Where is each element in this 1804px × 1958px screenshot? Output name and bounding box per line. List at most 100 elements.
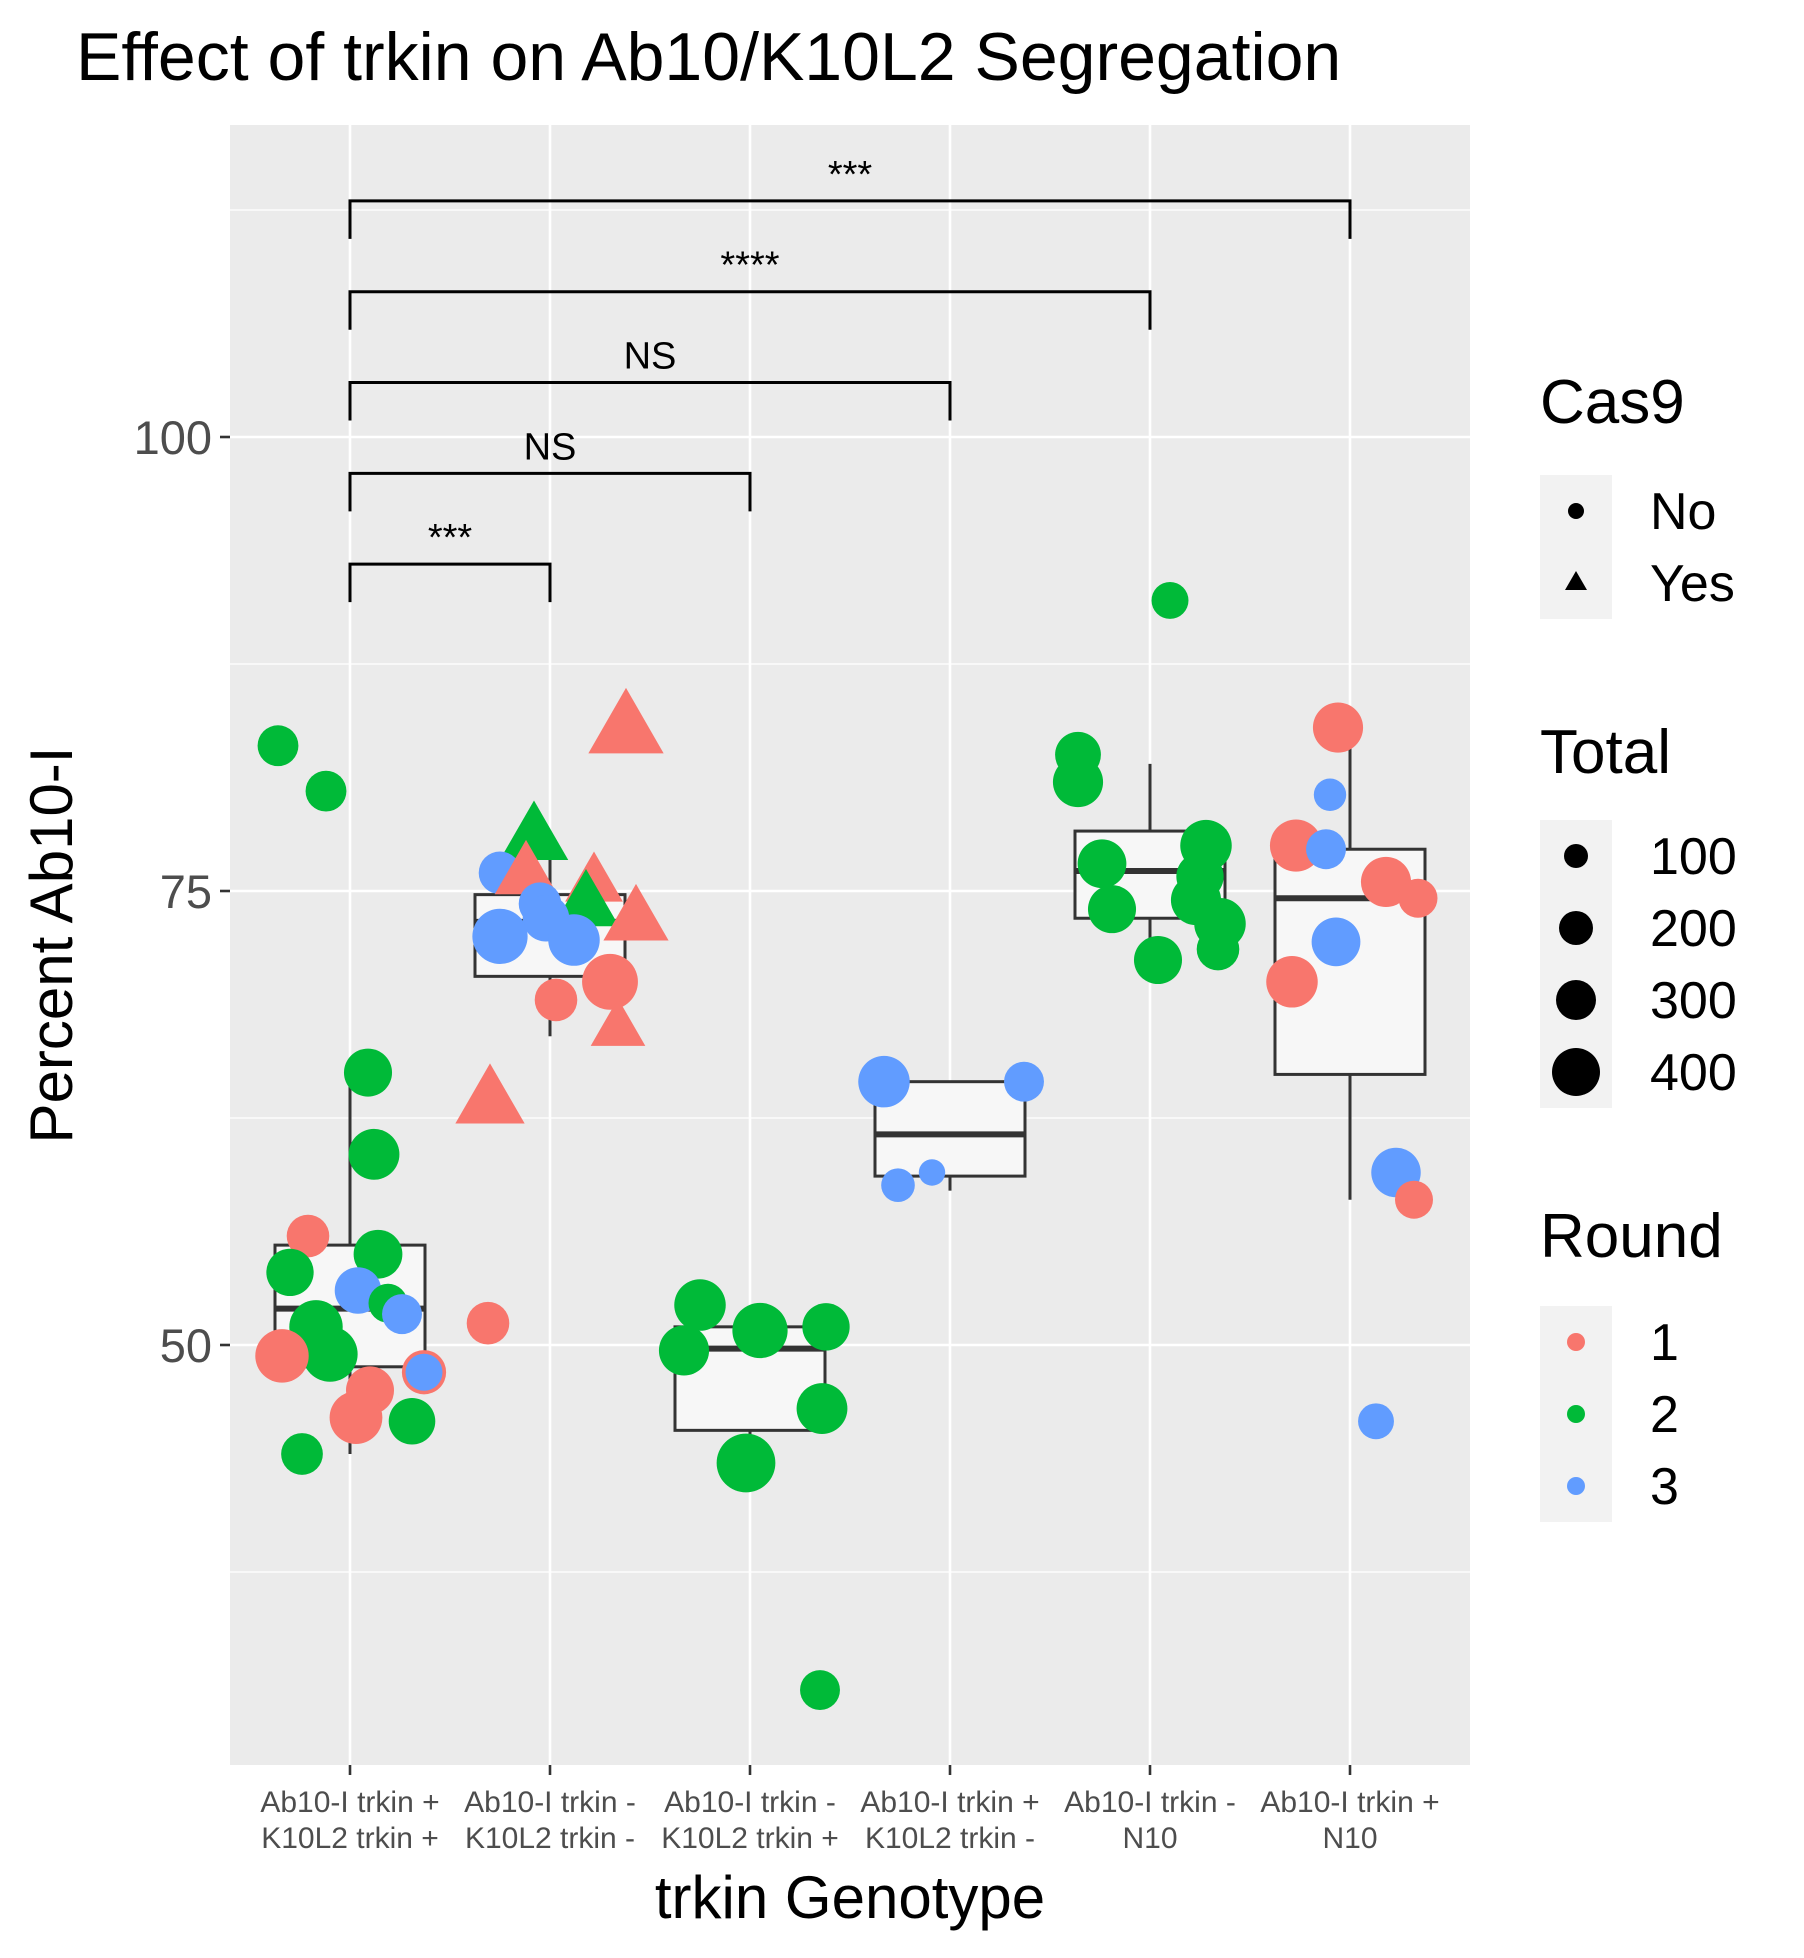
- data-point-triangle: [455, 1063, 525, 1124]
- x-tick-label: K10L2 trkin +: [661, 1822, 839, 1855]
- data-point: [1360, 856, 1412, 907]
- data-point: [343, 1048, 393, 1097]
- chart-title: Effect of trkin on Ab10/K10L2 Segregatio…: [76, 19, 1341, 95]
- data-point: [1395, 1180, 1433, 1219]
- legend-title: Round: [1540, 1202, 1723, 1271]
- x-tick-label: Ab10-I trkin -: [664, 1786, 836, 1819]
- data-point: [255, 1329, 309, 1383]
- legend-key-triangle: [1565, 571, 1587, 590]
- legend-key-size: [1564, 844, 1588, 868]
- data-point: [1052, 756, 1104, 808]
- legend-title: Cas9: [1540, 368, 1685, 437]
- significance-label: ****: [720, 245, 779, 287]
- significance-label: NS: [524, 426, 577, 468]
- data-point-triangle: [590, 998, 646, 1046]
- data-point: [548, 914, 600, 966]
- data-point: [348, 1128, 400, 1180]
- legend-label: 100: [1650, 828, 1737, 886]
- legend-key-bg: [1540, 475, 1612, 619]
- data-point: [858, 1055, 910, 1108]
- data-point-triangle: [588, 687, 664, 754]
- x-tick-label: Ab10-I trkin -: [1064, 1786, 1236, 1819]
- legend-key-size: [1559, 911, 1593, 945]
- y-tick-label: 100: [134, 411, 212, 464]
- legend-key-color: [1567, 1477, 1585, 1495]
- bracket-line: [348, 562, 552, 603]
- data-point: [1312, 702, 1364, 753]
- significance-bracket: ***: [348, 517, 552, 603]
- x-tick-label: K10L2 trkin +: [261, 1822, 439, 1855]
- bracket-line: [348, 290, 1152, 330]
- data-point: [257, 725, 299, 767]
- data-point: [796, 1383, 848, 1434]
- data-point: [732, 1302, 788, 1359]
- x-tick-label: K10L2 trkin -: [465, 1822, 635, 1855]
- data-point: [281, 1433, 323, 1475]
- data-points: [255, 581, 1438, 1711]
- data-point: [1398, 878, 1438, 918]
- significance-label: ***: [828, 154, 873, 196]
- legend-label: 200: [1650, 900, 1737, 958]
- data-point: [329, 1391, 383, 1445]
- data-point: [405, 1353, 443, 1391]
- data-point: [1306, 829, 1346, 870]
- legend-label: 400: [1650, 1044, 1737, 1102]
- data-point-triangle: [603, 883, 669, 941]
- legend-title: Total: [1540, 718, 1671, 787]
- legend-key-size: [1556, 980, 1596, 1020]
- significance-label: NS: [624, 336, 677, 378]
- data-point: [1196, 927, 1240, 971]
- y-axis: 50 75 100: [134, 411, 230, 1372]
- data-point: [305, 770, 347, 812]
- legend-label: 3: [1650, 1458, 1679, 1516]
- data-point: [582, 953, 638, 1010]
- legend-key-circle: [1568, 503, 1584, 519]
- data-point: [302, 1326, 358, 1382]
- legend: Cas9 No Yes Total 100 200 300 400 Round 1 2 3: [1540, 368, 1737, 1522]
- x-tick-label: Ab10-I trkin -: [464, 1786, 636, 1819]
- data-point: [1358, 1403, 1394, 1440]
- bracket-line: [348, 381, 952, 421]
- legend-label: 2: [1650, 1386, 1679, 1444]
- x-axis-title: trkin Genotype: [655, 1864, 1045, 1931]
- significance-bracket: ****: [348, 245, 1152, 330]
- data-point: [353, 1229, 403, 1279]
- data-point: [1004, 1061, 1044, 1102]
- bracket-line: [348, 471, 752, 512]
- x-tick-label: Ab10-I trkin +: [260, 1786, 439, 1819]
- y-axis-title: Percent Ab10-I: [18, 747, 85, 1144]
- y-tick-label: 50: [160, 1319, 212, 1372]
- data-point: [881, 1168, 915, 1203]
- data-point: [802, 1303, 850, 1351]
- x-axis: Ab10-I trkin +K10L2 trkin +Ab10-I trkin …: [260, 1765, 1440, 1855]
- data-point: [1266, 956, 1318, 1008]
- data-point: [918, 1159, 946, 1186]
- data-point: [1151, 581, 1189, 619]
- grid-minor: [230, 209, 1470, 1573]
- legend-key-color: [1567, 1405, 1585, 1423]
- legend-label: 300: [1650, 972, 1737, 1030]
- significance-bracket: NS: [348, 426, 752, 512]
- significance-label: ***: [428, 517, 473, 559]
- x-tick-label: N10: [1122, 1822, 1177, 1855]
- data-point: [1311, 917, 1361, 967]
- legend-label: 1: [1650, 1314, 1679, 1372]
- data-point: [1133, 935, 1183, 985]
- legend-key-size: [1552, 1048, 1600, 1096]
- legend-label: Yes: [1650, 555, 1735, 613]
- significance-bracket: ***: [348, 154, 1352, 239]
- x-tick-label: Ab10-I trkin +: [860, 1786, 1039, 1819]
- data-point: [1313, 778, 1347, 811]
- data-point: [1077, 839, 1127, 889]
- x-tick-label: Ab10-I trkin +: [1260, 1786, 1439, 1819]
- bracket-line: [348, 199, 1352, 239]
- plot-panel: [230, 125, 1470, 1765]
- data-point: [472, 908, 528, 965]
- data-point: [800, 1670, 840, 1711]
- data-point: [1087, 885, 1137, 934]
- data-point: [266, 1248, 314, 1297]
- x-tick-label: K10L2 trkin -: [865, 1822, 1035, 1855]
- data-point: [534, 978, 578, 1022]
